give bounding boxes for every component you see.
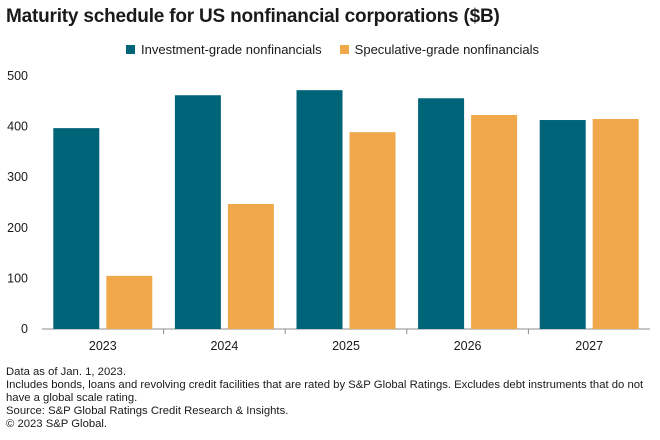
- x-tick-label: 2025: [332, 339, 360, 353]
- bar-investment-grade: [539, 120, 586, 329]
- bar-speculative-grade: [349, 132, 396, 329]
- legend-item-investment-grade: Investment-grade nonfinancials: [126, 42, 322, 57]
- y-tick-label: 300: [7, 170, 28, 184]
- legend-swatch-investment-grade: [126, 44, 135, 54]
- y-tick-label: 200: [7, 221, 28, 235]
- note-data-date: Data as of Jan. 1, 2023.: [6, 366, 126, 378]
- bar-speculative-grade: [106, 275, 153, 329]
- chart-notes: Data as of Jan. 1, 2023. Includes bonds,…: [6, 366, 656, 431]
- x-tick-label: 2023: [89, 339, 117, 353]
- chart-title: Maturity schedule for US nonfinancial co…: [6, 6, 500, 27]
- bar-investment-grade: [418, 98, 465, 329]
- legend-swatch-speculative-grade: [339, 44, 349, 54]
- bar-speculative-grade: [471, 114, 518, 329]
- bar-speculative-grade: [227, 204, 274, 329]
- note-coverage: Includes bonds, loans and revolving cred…: [6, 379, 644, 404]
- bar-investment-grade: [296, 90, 343, 329]
- bar-speculative-grade: [592, 119, 639, 329]
- legend-item-speculative-grade: Speculative-grade nonfinancials: [339, 41, 539, 57]
- x-tick-label: 2024: [210, 339, 238, 353]
- bar-chart: 0 100 200 300 400 500 2023 2024 2025 2026 2027: [7, 69, 650, 353]
- legend-label-investment-grade: Investment-grade nonfinancials: [141, 41, 322, 57]
- y-tick-label: 100: [7, 271, 28, 285]
- bar-investment-grade: [53, 128, 100, 329]
- chart-legend: Investment-grade nonfinancials Speculati…: [126, 41, 539, 57]
- y-tick-label: 500: [7, 69, 28, 83]
- note-copyright: © 2023 S&P Global.: [6, 418, 108, 430]
- bar-investment-grade: [174, 95, 221, 329]
- legend-label-speculative-grade: Speculative-grade nonfinancials: [354, 41, 539, 57]
- y-tick-label: 400: [7, 120, 28, 134]
- x-tick-label: 2026: [454, 339, 482, 353]
- y-tick-label: 0: [21, 322, 28, 336]
- x-tick-label: 2027: [575, 339, 603, 353]
- note-source: Source: S&P Global Ratings Credit Resear…: [6, 405, 289, 417]
